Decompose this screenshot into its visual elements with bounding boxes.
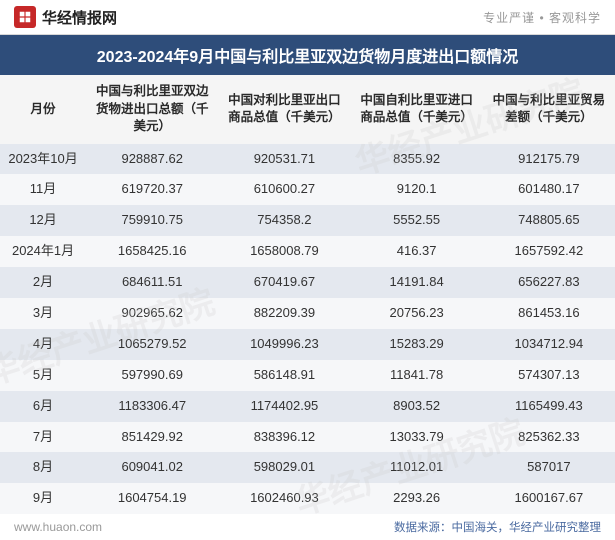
table-cell: 619720.37 bbox=[86, 174, 218, 205]
table-row: 2月684611.51670419.6714191.84656227.83 bbox=[0, 267, 615, 298]
table-cell: 12月 bbox=[0, 205, 86, 236]
page-title: 2023-2024年9月中国与利比里亚双边货物月度进出口额情况 bbox=[0, 35, 615, 75]
table-row: 2023年10月928887.62920531.718355.92912175.… bbox=[0, 144, 615, 175]
table-cell: 748805.65 bbox=[483, 205, 615, 236]
table-cell: 587017 bbox=[483, 452, 615, 483]
table-body: 2023年10月928887.62920531.718355.92912175.… bbox=[0, 144, 615, 515]
footer-bar: www.huaon.com 数据来源：中国海关，华经产业研究整理 bbox=[0, 514, 615, 540]
table-header: 月份 中国与利比里亚双边货物进出口总额（千美元） 中国对利比里亚出口商品总值（千… bbox=[0, 75, 615, 144]
table-cell: 882209.39 bbox=[218, 298, 350, 329]
footer-url: www.huaon.com bbox=[14, 520, 102, 534]
table-cell: 416.37 bbox=[351, 236, 483, 267]
table-cell: 15283.29 bbox=[351, 329, 483, 360]
table-row: 9月1604754.191602460.932293.261600167.67 bbox=[0, 483, 615, 514]
col-header: 中国与利比里亚贸易差额（千美元） bbox=[483, 75, 615, 144]
table-cell: 610600.27 bbox=[218, 174, 350, 205]
table-cell: 1604754.19 bbox=[86, 483, 218, 514]
table-cell: 1600167.67 bbox=[483, 483, 615, 514]
table-row: 6月1183306.471174402.958903.521165499.43 bbox=[0, 391, 615, 422]
table-cell: 1174402.95 bbox=[218, 391, 350, 422]
site-name: 华经情报网 bbox=[42, 7, 117, 28]
table-cell: 574307.13 bbox=[483, 360, 615, 391]
table-cell: 1658425.16 bbox=[86, 236, 218, 267]
table-cell: 5月 bbox=[0, 360, 86, 391]
table-row: 2024年1月1658425.161658008.79416.371657592… bbox=[0, 236, 615, 267]
table-cell: 14191.84 bbox=[351, 267, 483, 298]
table-cell: 586148.91 bbox=[218, 360, 350, 391]
table-cell: 609041.02 bbox=[86, 452, 218, 483]
table-cell: 1034712.94 bbox=[483, 329, 615, 360]
table-cell: 920531.71 bbox=[218, 144, 350, 175]
table-row: 12月759910.75754358.25552.55748805.65 bbox=[0, 205, 615, 236]
logo-area: 华经情报网 bbox=[14, 6, 117, 28]
table-row: 3月902965.62882209.3920756.23861453.16 bbox=[0, 298, 615, 329]
table-cell: 598029.01 bbox=[218, 452, 350, 483]
table-cell: 6月 bbox=[0, 391, 86, 422]
table-cell: 11月 bbox=[0, 174, 86, 205]
table-cell: 597990.69 bbox=[86, 360, 218, 391]
footer-source: 数据来源：中国海关，华经产业研究整理 bbox=[394, 519, 601, 535]
col-header: 中国与利比里亚双边货物进出口总额（千美元） bbox=[86, 75, 218, 144]
table-row: 5月597990.69586148.9111841.78574307.13 bbox=[0, 360, 615, 391]
table-cell: 1065279.52 bbox=[86, 329, 218, 360]
table-cell: 9月 bbox=[0, 483, 86, 514]
table-cell: 656227.83 bbox=[483, 267, 615, 298]
table-cell: 1049996.23 bbox=[218, 329, 350, 360]
table-cell: 754358.2 bbox=[218, 205, 350, 236]
table-cell: 11012.01 bbox=[351, 452, 483, 483]
logo-icon bbox=[14, 6, 36, 28]
table-cell: 8903.52 bbox=[351, 391, 483, 422]
table-row: 7月851429.92838396.1213033.79825362.33 bbox=[0, 422, 615, 453]
table-cell: 13033.79 bbox=[351, 422, 483, 453]
table-cell: 912175.79 bbox=[483, 144, 615, 175]
table-cell: 2023年10月 bbox=[0, 144, 86, 175]
table-cell: 2024年1月 bbox=[0, 236, 86, 267]
table-cell: 8月 bbox=[0, 452, 86, 483]
table-cell: 861453.16 bbox=[483, 298, 615, 329]
table-cell: 5552.55 bbox=[351, 205, 483, 236]
table-cell: 7月 bbox=[0, 422, 86, 453]
top-header: 华经情报网 专业严谨 • 客观科学 bbox=[0, 0, 615, 35]
table-cell: 1657592.42 bbox=[483, 236, 615, 267]
table-cell: 11841.78 bbox=[351, 360, 483, 391]
table-cell: 9120.1 bbox=[351, 174, 483, 205]
table-cell: 1602460.93 bbox=[218, 483, 350, 514]
table-cell: 759910.75 bbox=[86, 205, 218, 236]
table-cell: 2293.26 bbox=[351, 483, 483, 514]
table-cell: 20756.23 bbox=[351, 298, 483, 329]
table-cell: 902965.62 bbox=[86, 298, 218, 329]
table-cell: 684611.51 bbox=[86, 267, 218, 298]
table-cell: 825362.33 bbox=[483, 422, 615, 453]
table-cell: 670419.67 bbox=[218, 267, 350, 298]
site-slogan: 专业严谨 • 客观科学 bbox=[483, 9, 601, 26]
table-cell: 1165499.43 bbox=[483, 391, 615, 422]
data-table: 月份 中国与利比里亚双边货物进出口总额（千美元） 中国对利比里亚出口商品总值（千… bbox=[0, 75, 615, 514]
table-cell: 2月 bbox=[0, 267, 86, 298]
table-cell: 851429.92 bbox=[86, 422, 218, 453]
table-row: 4月1065279.521049996.2315283.291034712.94 bbox=[0, 329, 615, 360]
table-cell: 601480.17 bbox=[483, 174, 615, 205]
col-header: 中国对利比里亚出口商品总值（千美元） bbox=[218, 75, 350, 144]
table-cell: 1658008.79 bbox=[218, 236, 350, 267]
table-cell: 4月 bbox=[0, 329, 86, 360]
table-cell: 3月 bbox=[0, 298, 86, 329]
table-cell: 8355.92 bbox=[351, 144, 483, 175]
table-row: 11月619720.37610600.279120.1601480.17 bbox=[0, 174, 615, 205]
table-cell: 838396.12 bbox=[218, 422, 350, 453]
col-header: 月份 bbox=[0, 75, 86, 144]
table-cell: 1183306.47 bbox=[86, 391, 218, 422]
table-cell: 928887.62 bbox=[86, 144, 218, 175]
col-header: 中国自利比里亚进口商品总值（千美元） bbox=[351, 75, 483, 144]
table-row: 8月609041.02598029.0111012.01587017 bbox=[0, 452, 615, 483]
